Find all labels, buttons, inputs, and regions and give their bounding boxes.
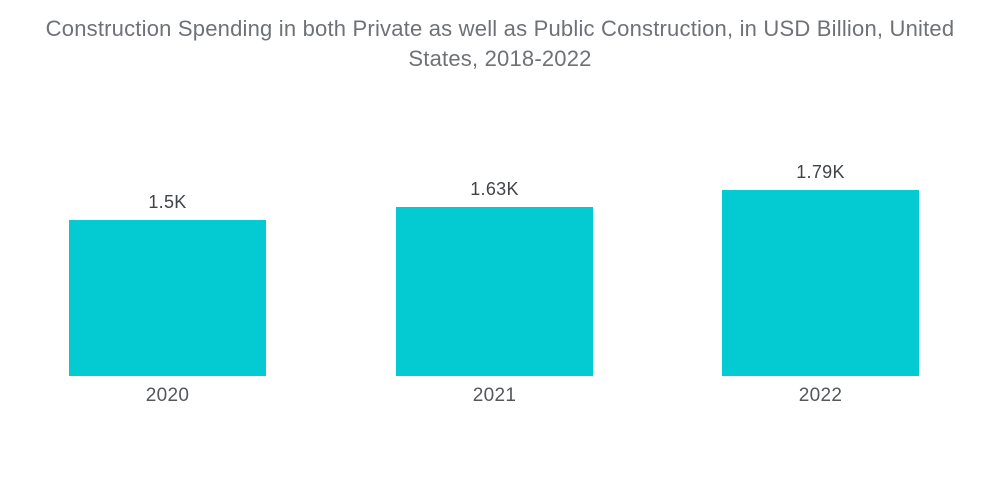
- bar-value-label-2021: 1.63K: [470, 179, 519, 199]
- bar-value-label-2022: 1.79K: [796, 162, 845, 182]
- bar-value-label-2020: 1.5K: [148, 192, 187, 212]
- bar-group-2021: 1.63K 2021: [396, 179, 593, 406]
- bar-category-label-2022: 2022: [798, 385, 843, 406]
- chart-title: Construction Spending in both Private as…: [45, 16, 955, 71]
- bar-group-2020: 1.5K 2020: [69, 192, 266, 406]
- bar-2021[interactable]: [396, 207, 593, 376]
- bar-2022[interactable]: [722, 190, 919, 376]
- bar-2020[interactable]: [69, 220, 266, 376]
- bar-category-label-2020: 2020: [145, 385, 190, 406]
- bar-group-2022: 1.79K 2022: [722, 162, 919, 406]
- bar-category-label-2021: 2021: [472, 385, 517, 406]
